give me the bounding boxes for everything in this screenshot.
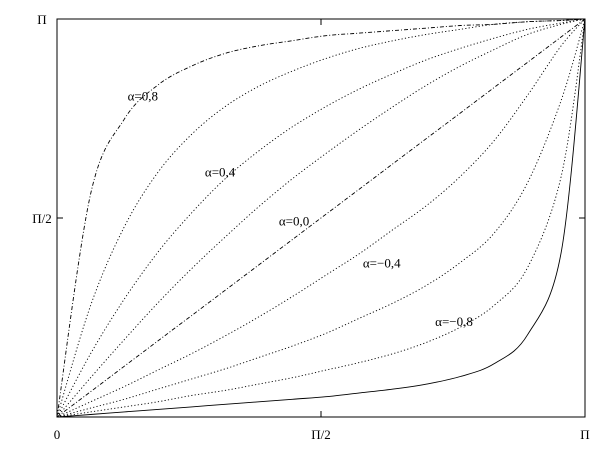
y-tick-label: Π bbox=[37, 12, 46, 27]
curve-label: α=−0,8 bbox=[435, 314, 473, 329]
curve-alpha-0_2 bbox=[56, 18, 586, 418]
curve-label: α=0,4 bbox=[205, 164, 236, 179]
y-tick-label: Π/2 bbox=[32, 211, 52, 226]
curve-alpha-neg0_4 bbox=[56, 18, 586, 418]
axis-ticks: 0 Π/2 Π Π/2 Π bbox=[32, 12, 589, 442]
curve-label: α=0,0 bbox=[279, 214, 309, 229]
curves bbox=[56, 18, 586, 418]
curve-label: α=−0,4 bbox=[363, 256, 401, 271]
labels: α=0,8 α=0,4 α=0,0 α=−0,4 α=−0,8 bbox=[128, 88, 473, 329]
x-tick-label: Π bbox=[580, 427, 589, 442]
curve-alpha-0_8 bbox=[56, 18, 586, 418]
x-tick-label: Π/2 bbox=[311, 427, 331, 442]
x-tick-label: 0 bbox=[54, 427, 61, 442]
curve-alpha-0_6 bbox=[56, 18, 586, 418]
curve-label: α=0,8 bbox=[128, 88, 158, 103]
curve-alpha-0 bbox=[56, 18, 586, 418]
curve-alpha-neg0_8 bbox=[56, 18, 586, 418]
